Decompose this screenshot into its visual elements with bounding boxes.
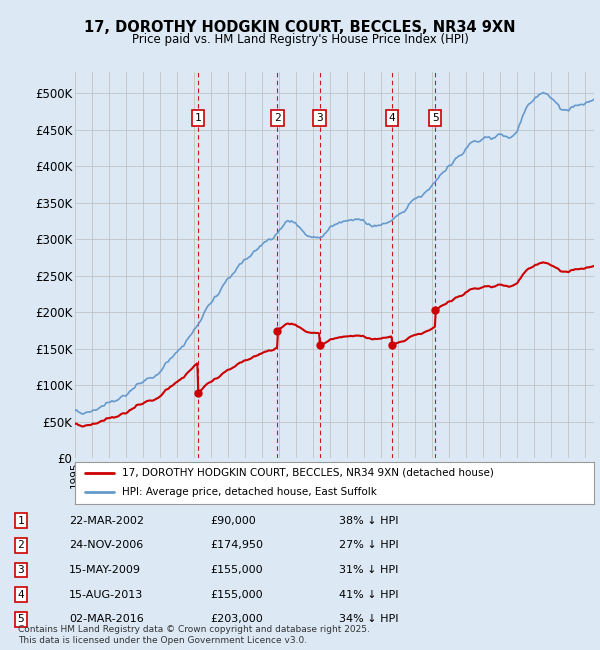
Text: Contains HM Land Registry data © Crown copyright and database right 2025.
This d: Contains HM Land Registry data © Crown c… [18,625,370,645]
Text: 02-MAR-2016: 02-MAR-2016 [69,614,144,625]
Text: £155,000: £155,000 [210,590,263,600]
Text: 31% ↓ HPI: 31% ↓ HPI [339,565,398,575]
Text: 17, DOROTHY HODGKIN COURT, BECCLES, NR34 9XN: 17, DOROTHY HODGKIN COURT, BECCLES, NR34… [84,20,516,34]
Text: 27% ↓ HPI: 27% ↓ HPI [339,540,398,551]
Text: £203,000: £203,000 [210,614,263,625]
Text: Price paid vs. HM Land Registry's House Price Index (HPI): Price paid vs. HM Land Registry's House … [131,32,469,46]
Text: 15-MAY-2009: 15-MAY-2009 [69,565,141,575]
Text: 22-MAR-2002: 22-MAR-2002 [69,515,144,526]
Text: 5: 5 [17,614,25,625]
Text: £174,950: £174,950 [210,540,263,551]
Text: £90,000: £90,000 [210,515,256,526]
Text: 4: 4 [17,590,25,600]
Text: 34% ↓ HPI: 34% ↓ HPI [339,614,398,625]
Text: 1: 1 [194,113,201,123]
Text: 3: 3 [17,565,25,575]
Text: 15-AUG-2013: 15-AUG-2013 [69,590,143,600]
Text: 1: 1 [17,515,25,526]
Text: 4: 4 [388,113,395,123]
Text: 2: 2 [17,540,25,551]
Text: 38% ↓ HPI: 38% ↓ HPI [339,515,398,526]
Text: 17, DOROTHY HODGKIN COURT, BECCLES, NR34 9XN (detached house): 17, DOROTHY HODGKIN COURT, BECCLES, NR34… [122,468,494,478]
Text: £155,000: £155,000 [210,565,263,575]
Text: 3: 3 [316,113,323,123]
Text: 2: 2 [274,113,281,123]
Text: 5: 5 [432,113,439,123]
Text: HPI: Average price, detached house, East Suffolk: HPI: Average price, detached house, East… [122,488,377,497]
Text: 41% ↓ HPI: 41% ↓ HPI [339,590,398,600]
Text: 24-NOV-2006: 24-NOV-2006 [69,540,143,551]
